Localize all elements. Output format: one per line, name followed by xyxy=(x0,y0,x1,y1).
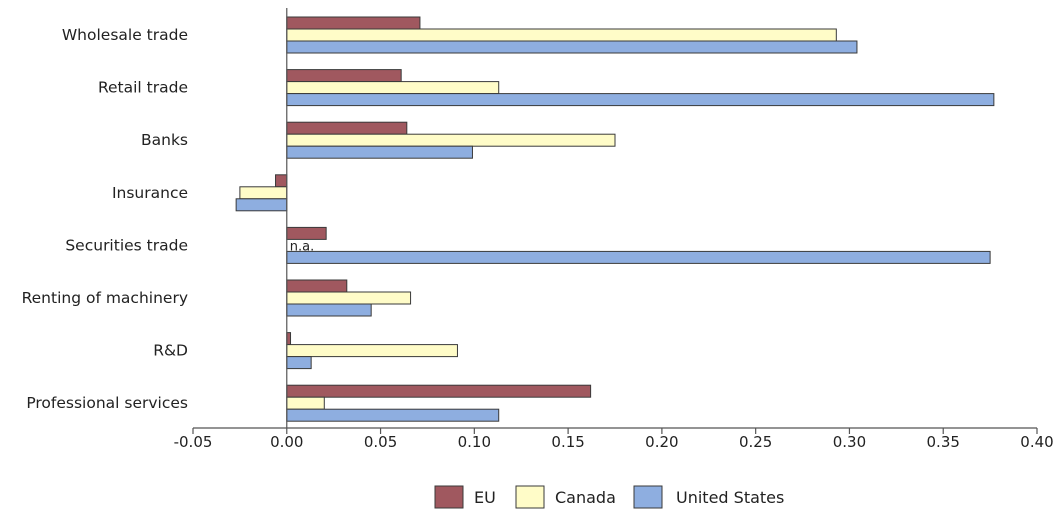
annotations: n.a. xyxy=(290,239,314,254)
bar-canada-wholesale-trade xyxy=(286,28,837,42)
bar-united-states-renting-of-machinery xyxy=(286,303,372,317)
x-tick-label: 0.35 xyxy=(927,433,960,451)
bar-eu-wholesale-trade xyxy=(286,16,421,30)
x-tick-label: 0.25 xyxy=(739,433,772,451)
bar-eu-renting-of-machinery xyxy=(286,279,348,293)
x-tick-label: 0.05 xyxy=(364,433,397,451)
legend-swatch-united-states xyxy=(633,485,663,509)
legend: EU Canada United States xyxy=(434,485,784,509)
category-label-renting-of-machinery: Renting of machinery xyxy=(22,289,188,307)
bar-united-states-randd xyxy=(286,356,312,370)
bar-eu-banks xyxy=(286,121,408,135)
x-tick-label: -0.05 xyxy=(174,433,213,451)
category-label-randd: R&D xyxy=(153,342,188,360)
category-label-insurance: Insurance xyxy=(112,184,188,202)
legend-item-united-states: United States xyxy=(633,485,784,509)
bar-united-states-professional-services xyxy=(286,408,500,422)
x-tick-label: 0.20 xyxy=(645,433,678,451)
x-tick-label: 0.00 xyxy=(270,433,303,451)
bar-united-states-securities-trade xyxy=(286,250,991,264)
x-tick-label: 0.30 xyxy=(833,433,866,451)
bar-canada-renting-of-machinery xyxy=(286,291,412,305)
legend-swatch-canada xyxy=(515,485,545,509)
category-label-professional-services: Professional services xyxy=(26,394,188,412)
x-axis: -0.05 0.00 0.05 0.10 0.15 0.20 0.25 0.30 0.35 0.4… xyxy=(174,8,1054,451)
bar-eu-retail-trade xyxy=(286,69,402,83)
bar-united-states-wholesale-trade xyxy=(286,40,858,54)
category-label-banks: Banks xyxy=(141,131,188,149)
x-tick-label: 0.40 xyxy=(1020,433,1053,451)
legend-item-canada: Canada xyxy=(515,485,616,509)
annotation-na: n.a. xyxy=(290,239,314,254)
legend-label-united-states: United States xyxy=(676,488,784,507)
x-tick-label: 0.15 xyxy=(551,433,584,451)
category-label-wholesale-trade: Wholesale trade xyxy=(62,26,188,44)
bar-canada-randd xyxy=(286,344,458,358)
bars-layer xyxy=(235,16,995,422)
bar-eu-securities-trade xyxy=(286,226,327,240)
bar-canada-banks xyxy=(286,133,616,147)
bar-canada-insurance xyxy=(239,186,288,200)
legend-swatch-eu xyxy=(434,485,464,509)
bar-eu-insurance xyxy=(275,174,288,188)
category-labels: Wholesale trade Retail trade Banks Insuranc… xyxy=(22,26,188,412)
bar-eu-professional-services xyxy=(286,384,592,398)
x-tick-label: 0.10 xyxy=(458,433,491,451)
bar-united-states-retail-trade xyxy=(286,93,995,107)
legend-label-canada: Canada xyxy=(555,488,616,507)
bar-united-states-insurance xyxy=(235,198,288,212)
legend-label-eu: EU xyxy=(474,488,496,507)
bar-canada-retail-trade xyxy=(286,81,500,95)
legend-item-eu: EU xyxy=(434,485,496,509)
category-label-retail-trade: Retail trade xyxy=(98,79,188,97)
bar-united-states-banks xyxy=(286,145,473,159)
bar-canada-professional-services xyxy=(286,396,325,410)
category-label-securities-trade: Securities trade xyxy=(65,236,188,254)
